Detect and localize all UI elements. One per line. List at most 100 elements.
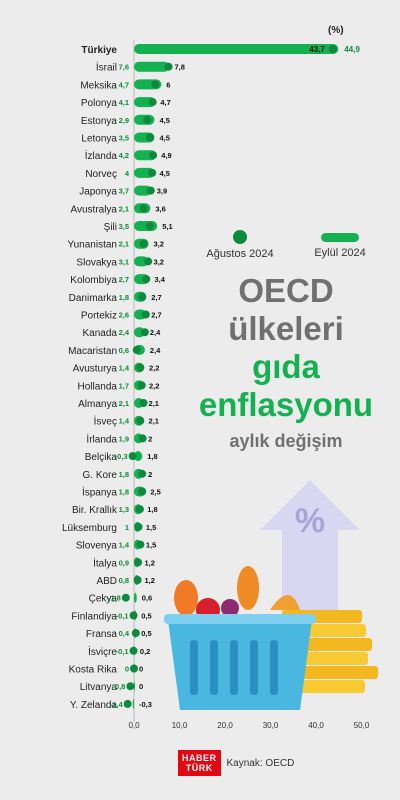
data-label-august: 2,9 (119, 116, 129, 125)
data-label-september: 1,8 (147, 452, 157, 461)
data-label-august: 2,1 (119, 204, 129, 213)
data-label-september: 2,7 (151, 311, 161, 320)
dot-august (328, 45, 337, 53)
country-label: Portekiz (81, 311, 117, 322)
country-label: Şili (104, 222, 117, 233)
data-label-september: 1,2 (144, 576, 154, 585)
data-label-august: -1,4 (110, 700, 124, 709)
x-tick-label: 0,0 (128, 721, 140, 730)
dot-august (129, 611, 138, 620)
data-label-august: -0,3 (115, 452, 128, 461)
data-label-september: 2,1 (149, 417, 159, 426)
legend-september-label: Eylül 2024 (314, 247, 366, 259)
data-label-august: 7,6 (119, 63, 129, 72)
data-label-september: 7,8 (174, 63, 184, 72)
dot-august (133, 576, 142, 584)
bar-september (134, 681, 135, 692)
data-label-september: 2,2 (149, 381, 159, 390)
country-label: İsrail (96, 61, 117, 74)
bar-september (132, 698, 134, 709)
data-label-september: 2,7 (151, 293, 161, 302)
dot-august (164, 62, 173, 71)
country-label: Lüksemburg (62, 523, 117, 534)
dot-august (138, 469, 147, 478)
title-line-4: enflasyonu (198, 386, 374, 423)
dot-august (136, 363, 145, 372)
dot-august (131, 629, 140, 638)
x-tick-label: 30,0 (263, 721, 279, 730)
legend-dot-icon (233, 230, 247, 244)
data-label-september: 3,2 (154, 257, 164, 266)
percent-icon: % (295, 502, 325, 540)
data-label-august: 2,7 (119, 275, 129, 284)
country-label: İspanya (82, 486, 117, 499)
up-arrow-icon (260, 480, 360, 620)
data-label-august: 1,3 (119, 505, 129, 514)
title-line-2: ülkeleri (228, 310, 344, 347)
data-label-september: 44,9 (344, 45, 360, 54)
x-tick-label: 40,0 (308, 721, 324, 730)
country-label: Danimarka (69, 293, 118, 304)
dot-august (139, 239, 148, 248)
data-label-september: 2,5 (150, 488, 160, 497)
country-label: Avustralya (70, 204, 117, 215)
data-label-august: 1,8 (119, 470, 129, 479)
data-label-august: 43,7 (309, 45, 325, 54)
country-label: Belçika (85, 452, 118, 463)
title-subtitle: aylık değişim (229, 431, 343, 451)
dot-august (134, 522, 143, 531)
x-tick-label: 20,0 (217, 721, 233, 730)
legend-august: Ağustos 2024 (200, 230, 280, 260)
legend-bar-icon (321, 233, 359, 242)
country-label: İsveç (94, 415, 117, 428)
food-basket-illustration: % (164, 480, 378, 710)
country-label: Finlandiya (71, 611, 117, 622)
country-label: Avusturya (73, 364, 118, 375)
data-label-september: 0,5 (141, 629, 151, 638)
data-label-august: 1,4 (119, 541, 130, 550)
country-label: Letonya (81, 134, 117, 145)
data-label-september: 3,9 (157, 187, 167, 196)
x-tick-label: 50,0 (354, 721, 370, 730)
data-label-september: 0,2 (140, 647, 150, 656)
dot-august (148, 98, 157, 107)
country-label: Slovenya (76, 541, 118, 552)
country-label: Yunanistan (68, 240, 118, 251)
data-label-august: 1,8 (119, 293, 129, 302)
data-label-september: 2 (148, 434, 152, 443)
dot-august (136, 416, 145, 425)
bar-september (134, 61, 170, 72)
data-label-september: 2,2 (149, 364, 159, 373)
data-label-august: 4,1 (119, 98, 129, 107)
country-label: İtalya (93, 556, 117, 569)
country-label: Polonya (81, 98, 118, 109)
data-label-august: 3,7 (119, 187, 129, 196)
data-label-august: 0,4 (119, 629, 130, 638)
dot-august (145, 222, 154, 230)
data-label-september: -0,3 (139, 700, 152, 709)
legend-september: Eylül 2024 (300, 230, 380, 259)
country-label: Hollanda (78, 381, 118, 392)
data-label-august: 2,4 (119, 328, 130, 337)
data-label-august: 0,6 (119, 346, 129, 355)
data-label-september: 1,2 (144, 558, 154, 567)
data-label-august: 1,4 (119, 364, 130, 373)
dot-august (126, 682, 135, 691)
haberturk-logo: HABER TÜRK (178, 750, 221, 776)
data-label-august: 3,5 (119, 134, 129, 143)
dot-august (121, 593, 130, 602)
country-label: Kosta Rika (69, 665, 118, 676)
dot-august (146, 186, 155, 195)
data-label-august: 1 (125, 523, 129, 532)
country-label: Çekya (89, 594, 118, 605)
data-label-september: 4,5 (159, 134, 169, 143)
data-label-august: -0,1 (116, 647, 129, 656)
dot-august (138, 487, 147, 496)
dot-august (134, 558, 143, 567)
vegetables-icon (174, 566, 300, 622)
data-label-september: 2,4 (150, 346, 161, 355)
dot-august (130, 664, 138, 673)
data-label-september: 3,2 (154, 240, 164, 249)
country-label: Slovakya (76, 257, 117, 268)
country-label: Almanya (78, 399, 117, 410)
